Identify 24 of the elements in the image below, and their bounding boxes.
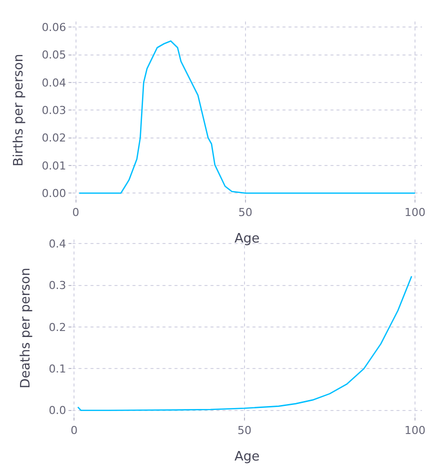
y-tick-label: 0.04 xyxy=(42,76,66,90)
y-tick-label: 0.02 xyxy=(42,132,66,145)
y-tick-label: 0.1 xyxy=(48,362,66,376)
x-tick-label: 0 xyxy=(70,424,78,437)
x-tick-label: 100 xyxy=(404,206,426,219)
x-axis-title: Age xyxy=(234,449,260,464)
y-axis-title: Births per person xyxy=(12,54,27,166)
y-tick-label: 0.3 xyxy=(48,279,66,292)
y-tick-label: 0.06 xyxy=(42,21,66,34)
y-tick-label: 0.2 xyxy=(48,320,66,334)
x-tick-label: 100 xyxy=(404,424,426,437)
line-series xyxy=(77,276,412,411)
y-tick-label: 0.03 xyxy=(42,104,66,117)
y-tick-label: 0.4 xyxy=(48,238,66,251)
y-axis-title: Deaths per person xyxy=(18,268,34,388)
x-tick-label: 0 xyxy=(72,206,80,219)
y-tick-label: 0.0 xyxy=(48,404,66,418)
y-tick-label: 0.05 xyxy=(42,48,66,62)
x-tick-label: 50 xyxy=(238,424,252,437)
y-tick-label: 0.00 xyxy=(42,187,66,200)
y-tick-label: 0.01 xyxy=(42,159,66,172)
line-series xyxy=(78,40,416,194)
x-axis-title: Age xyxy=(234,231,260,246)
x-tick-label: 50 xyxy=(238,206,252,219)
